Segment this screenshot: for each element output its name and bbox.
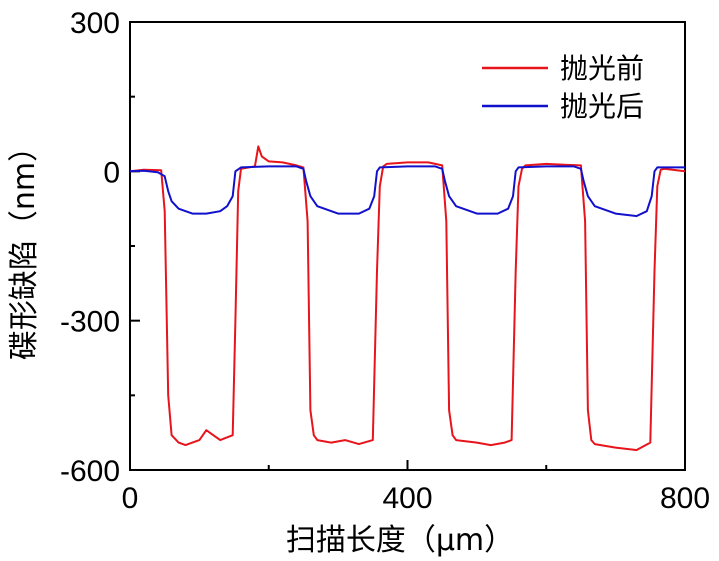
series-line-before (129, 145, 686, 452)
legend: 抛光前 抛光后 (482, 52, 644, 123)
y-tick-label: 0 (103, 156, 120, 189)
y-axis-title: 碟形缺陷（nm） (7, 132, 42, 360)
y-tick-label: -600 (60, 455, 120, 488)
y-tick-label: -300 (60, 306, 120, 339)
axis-ticks (129, 21, 686, 471)
series-line-after (129, 165, 685, 218)
x-tick-label: 0 (122, 482, 139, 515)
series-lines (129, 145, 686, 452)
legend-label-before: 抛光前 (560, 52, 644, 85)
y-tick-label: 300 (70, 7, 120, 40)
x-tick-label: 800 (660, 482, 710, 515)
x-axis-title: 扫描长度（μm） (286, 523, 514, 558)
x-tick-label: 400 (382, 482, 432, 515)
axis-tick-labels: 0 400 800 300 0 -300 -600 (60, 7, 710, 515)
legend-label-after: 抛光后 (560, 90, 644, 123)
